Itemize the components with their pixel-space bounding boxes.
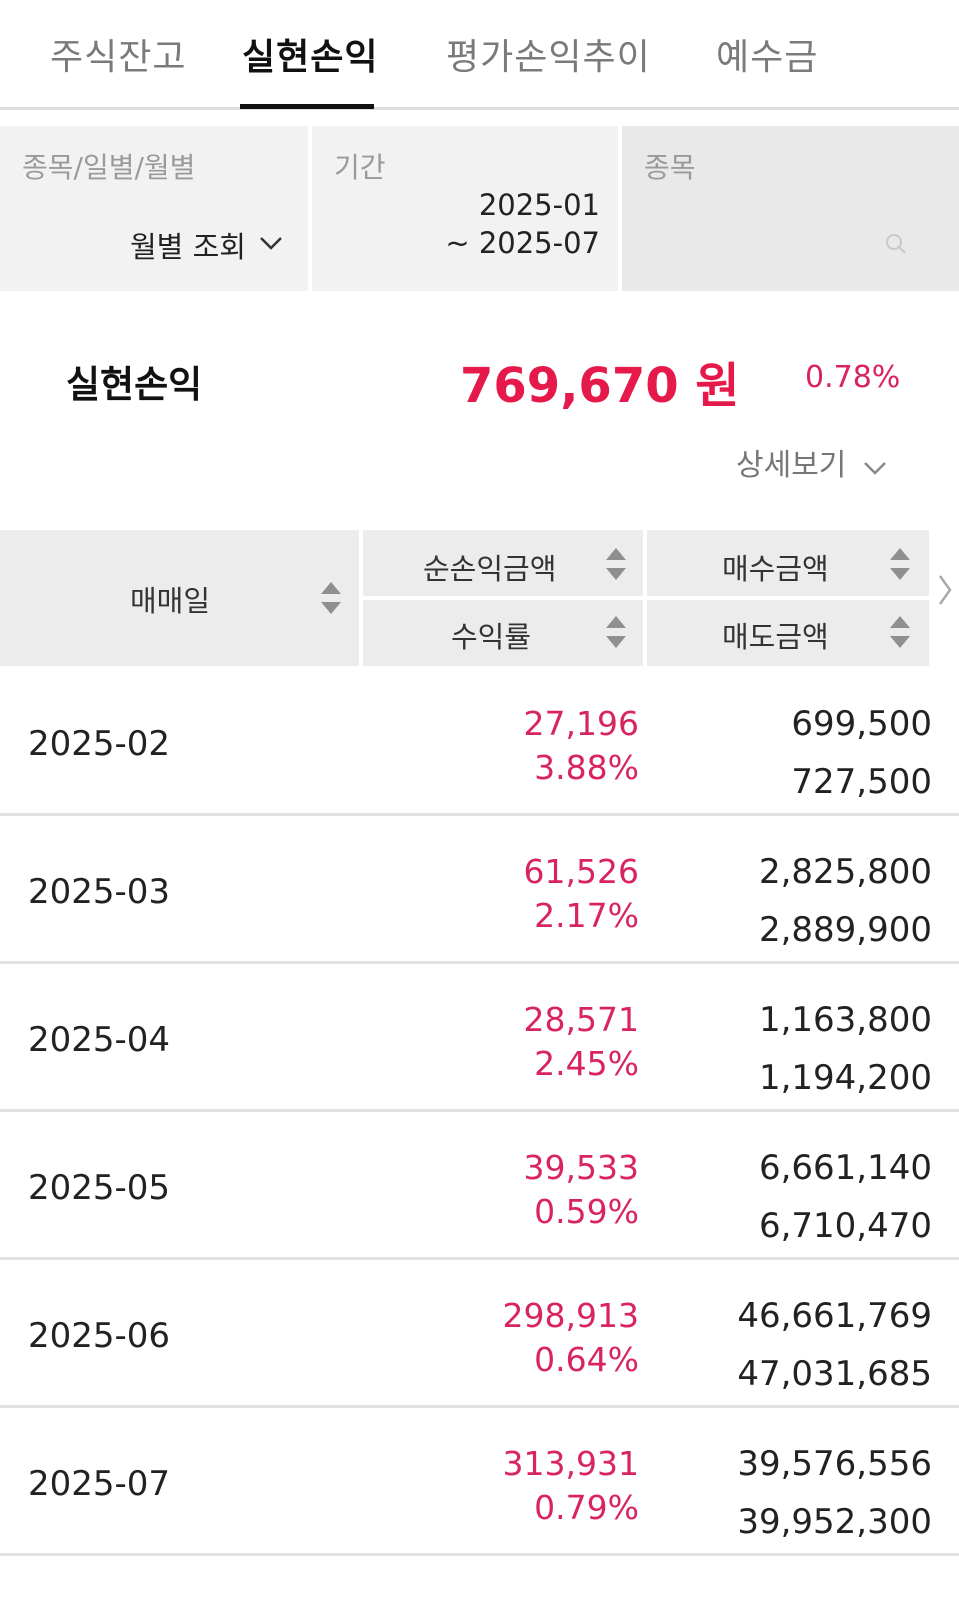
active-tab-indicator [240,104,374,109]
row-buy-amount: 6,661,140 [758,1148,932,1188]
period-end: ~ 2025-07 [445,226,600,260]
row-sell-amount: 6,710,470 [758,1206,932,1246]
header-sell-label: 매도금액 [722,620,829,654]
table-row[interactable]: 2025-05 39,533 0.59% 6,661,140 6,710,470 [0,1112,959,1260]
row-sell-amount: 2,889,900 [758,910,932,950]
row-net-pnl: 298,913 [502,1296,639,1335]
row-buy-amount: 1,163,800 [758,1000,932,1040]
filter-type-selector[interactable]: 종목/일별/월별 월별 조회 [0,126,308,291]
header-buy-label: 매수금액 [722,552,829,586]
filter-period-selector[interactable]: 기간 2025-01 ~ 2025-07 [312,126,618,291]
row-rate: 0.59% [534,1192,639,1231]
row-net-pnl: 61,526 [523,852,639,891]
filter-type-label: 종목/일별/월별 [22,151,196,184]
tab-stock-balance[interactable]: 주식잔고 [50,37,187,78]
row-sell-amount: 727,500 [791,762,932,802]
header-net-pnl-label: 순손익금액 [423,552,557,586]
row-net-pnl: 27,196 [523,704,639,743]
period-start: 2025-01 [478,188,600,222]
sort-icon[interactable] [887,610,913,654]
row-net-pnl: 313,931 [502,1444,639,1483]
row-date: 2025-07 [28,1464,171,1504]
table-header: 매매일 순손익금액 수익률 매수금액 매도금액 [0,530,959,666]
row-rate: 0.79% [534,1488,639,1527]
tab-valuation-trend[interactable]: 평가손익추이 [446,37,651,78]
tab-deposit[interactable]: 예수금 [716,37,819,78]
row-sell-amount: 39,952,300 [737,1502,932,1542]
row-date: 2025-03 [28,872,171,912]
row-date: 2025-06 [28,1316,171,1356]
summary-amount: 769,670 원 [460,358,740,414]
row-net-pnl: 39,533 [523,1148,639,1187]
table-row[interactable]: 2025-03 61,526 2.17% 2,825,800 2,889,900 [0,816,959,964]
filter-stock-label: 종목 [644,151,696,184]
row-sell-amount: 47,031,685 [737,1354,932,1394]
row-net-pnl: 28,571 [523,1000,639,1039]
tab-realized-pnl[interactable]: 실현손익 [242,37,379,78]
chevron-down-icon [864,462,886,475]
table-row[interactable]: 2025-02 27,196 3.88% 699,500 727,500 [0,668,959,816]
sort-icon[interactable] [603,542,629,586]
row-rate: 2.45% [534,1044,639,1083]
table-row[interactable]: 2025-07 313,931 0.79% 39,576,556 39,952,… [0,1408,959,1556]
detail-label: 상세보기 [736,448,847,483]
sort-icon[interactable] [603,610,629,654]
header-rate[interactable]: 수익률 [363,600,643,666]
row-rate: 2.17% [534,896,639,935]
filter-stock-search[interactable]: 종목 [622,126,959,291]
summary-label: 실현손익 [66,363,203,406]
header-rate-label: 수익률 [451,620,532,654]
detail-toggle[interactable]: 상세보기 [736,440,888,484]
row-buy-amount: 39,576,556 [737,1444,932,1484]
filter-bar: 종목/일별/월별 월별 조회 기간 2025-01 ~ 2025-07 종목 [0,126,959,291]
sort-icon[interactable] [887,542,913,586]
row-buy-amount: 699,500 [791,704,932,744]
filter-period-label: 기간 [334,151,386,184]
row-rate: 3.88% [534,748,639,787]
header-buy[interactable]: 매수금액 [647,530,929,596]
chevron-down-icon [260,237,282,250]
row-sell-amount: 1,194,200 [758,1058,932,1098]
table-row[interactable]: 2025-04 28,571 2.45% 1,163,800 1,194,200 [0,964,959,1112]
search-icon[interactable] [884,232,908,256]
row-buy-amount: 46,661,769 [737,1296,932,1336]
row-date: 2025-05 [28,1168,171,1208]
row-buy-amount: 2,825,800 [758,852,932,892]
header-date[interactable]: 매매일 [0,530,359,666]
header-net-pnl[interactable]: 순손익금액 [363,530,643,596]
row-date: 2025-02 [28,724,171,764]
filter-type-value: 월별 조회 [130,230,246,264]
header-sell[interactable]: 매도금액 [647,600,929,666]
header-date-label: 매매일 [130,584,211,618]
table-row[interactable]: 2025-06 298,913 0.64% 46,661,769 47,031,… [0,1260,959,1408]
row-date: 2025-04 [28,1020,171,1060]
sort-icon[interactable] [318,576,344,620]
tab-bar: 주식잔고 실현손익 평가손익추이 예수금 [0,0,959,110]
chevron-right-icon[interactable] [936,570,954,610]
summary-rate: 0.78% [805,360,901,395]
row-rate: 0.64% [534,1340,639,1379]
